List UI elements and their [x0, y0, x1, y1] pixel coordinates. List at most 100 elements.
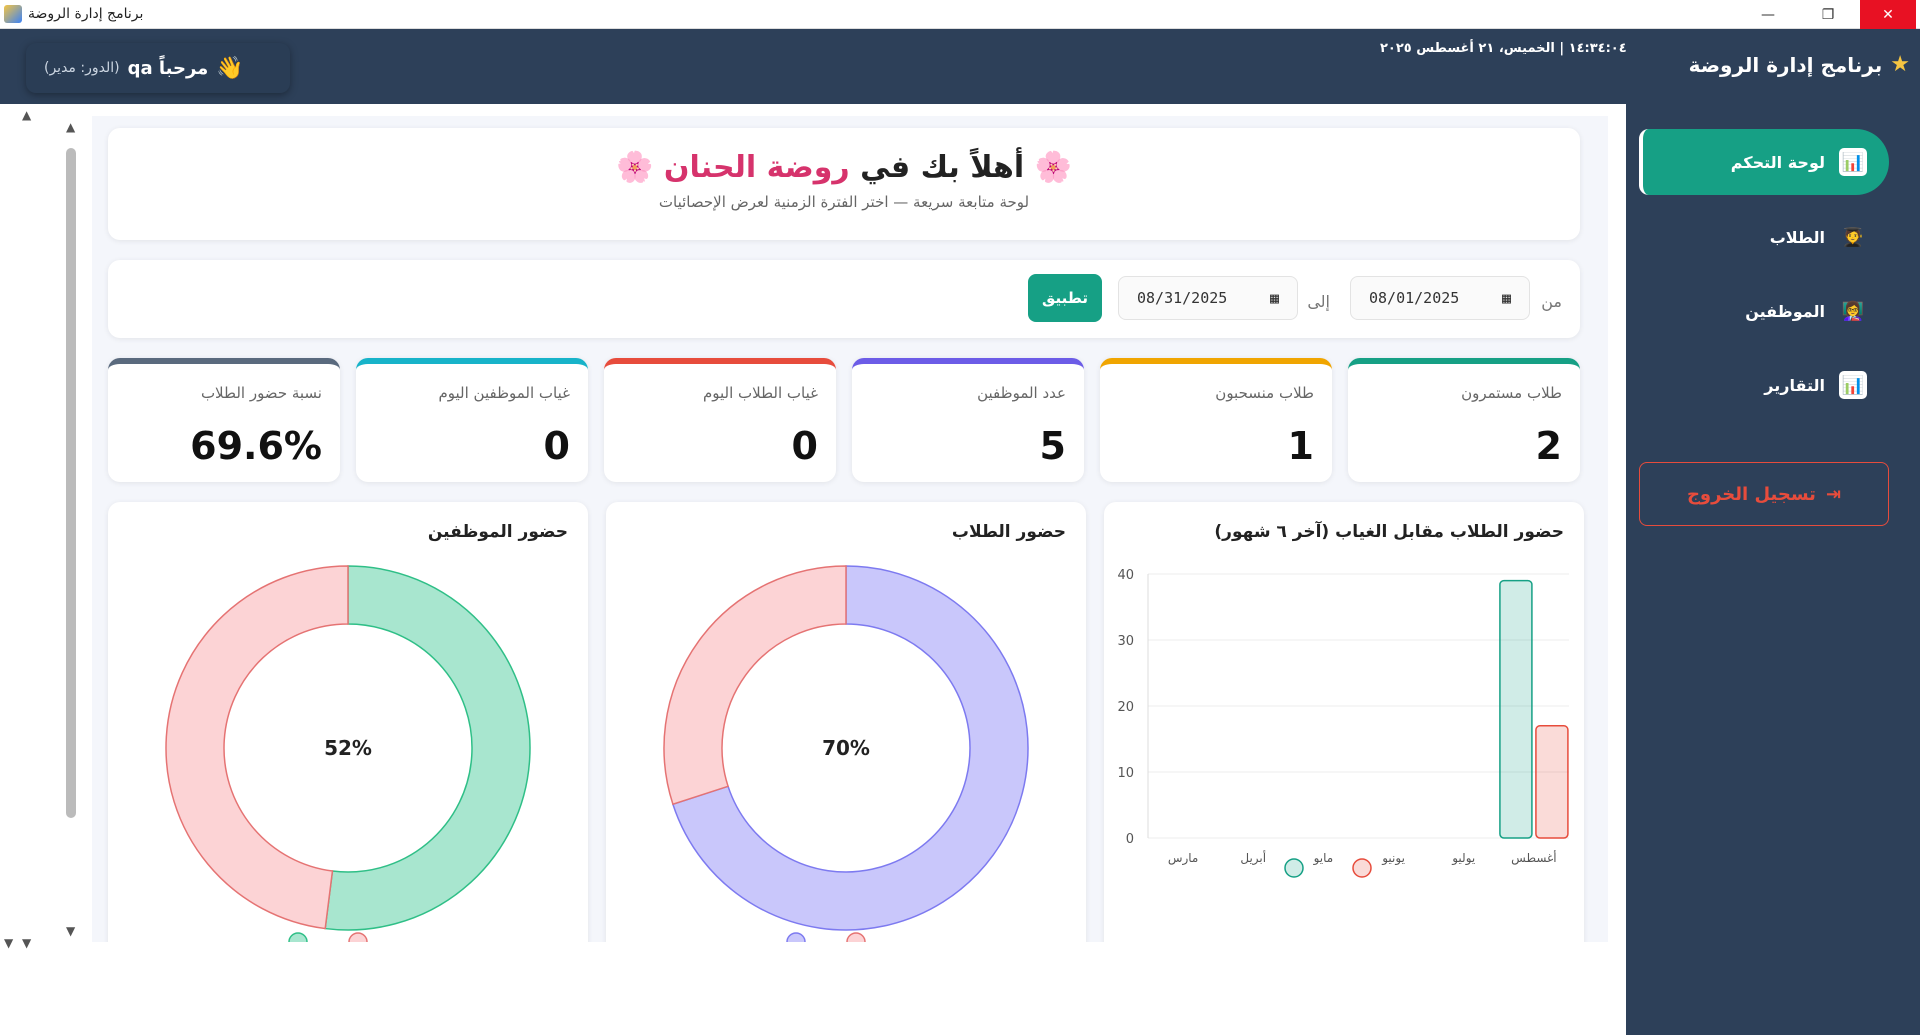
maximize-button[interactable]: ❐: [1821, 6, 1835, 23]
legend-swatch: [288, 932, 308, 942]
sidebar-item-dashboard[interactable]: 📊 لوحة التحكم: [1639, 129, 1889, 195]
scroll-down-icon[interactable]: ▼: [4, 936, 14, 950]
sidebar-item-label: الطلاب: [1769, 227, 1825, 247]
legend-swatch: [846, 932, 866, 942]
chart-title: حضور الطلاب: [951, 522, 1066, 542]
to-date-input[interactable]: 08/31/2025 ▦: [1118, 276, 1298, 320]
x-tick-label: مايو: [1313, 851, 1334, 866]
donut-slice: [324, 565, 531, 931]
logout-label: تسجيل الخروج: [1686, 483, 1816, 505]
stat-label: غياب الموظفين اليوم: [438, 384, 570, 402]
date-filter-bar: من 08/01/2025 ▦ إلى 08/31/2025 ▦ تطبيق: [108, 260, 1580, 338]
legend-swatch: [348, 932, 368, 942]
chart-title: حضور الطلاب مقابل الغياب (آخر ٦ شهور): [1214, 522, 1564, 542]
sidebar-item-label: التقارير: [1764, 375, 1825, 395]
stat-label: طلاب منسحبون: [1215, 384, 1314, 402]
scroll-up-icon[interactable]: ▲: [22, 108, 32, 122]
chart-title: حضور الموظفين: [427, 522, 568, 542]
top-header: 👋 مرحباً qa (الدور: مدير) ١٤:٣٤:٠٤ | الخ…: [0, 29, 1627, 104]
sidebar-item-staff[interactable]: 👩‍🏫 الموظفين: [1639, 278, 1889, 344]
stat-card-staff-count: عدد الموظفين 5: [852, 358, 1084, 482]
scroll-down-icon[interactable]: ▼: [66, 924, 76, 938]
sidebar-item-students[interactable]: 🧑‍🎓 الطلاب: [1639, 204, 1889, 270]
y-tick-label: 40: [1117, 568, 1134, 583]
teacher-icon: 👩‍🏫: [1841, 300, 1865, 322]
staff-attendance-panel: حضور الموظفين 52%: [108, 502, 588, 942]
greeting-text: مرحباً qa: [127, 57, 209, 79]
x-tick-label: يوليو: [1451, 851, 1475, 866]
from-date-value: 08/01/2025: [1369, 289, 1460, 307]
y-tick-label: 20: [1117, 700, 1134, 715]
page-title: 🌸 أهلاً بك في روضة الحنان 🌸: [108, 150, 1580, 185]
stat-label: طلاب مستمرون: [1461, 384, 1562, 402]
calendar-icon[interactable]: ▦: [1269, 289, 1279, 307]
sidebar: [1626, 29, 1920, 1035]
donut-slice: [663, 565, 847, 806]
y-tick-label: 30: [1117, 634, 1134, 649]
title-prefix: أهلاً بك في: [860, 150, 1025, 185]
stat-card-withdrawn-students: طلاب منسحبون 1: [1100, 358, 1332, 482]
app-icon: [4, 5, 22, 23]
y-tick-label: 10: [1117, 766, 1134, 781]
stat-value: 1: [1287, 424, 1314, 468]
stat-label: نسبة حضور الطلاب: [200, 384, 322, 402]
x-tick-label: أبريل: [1240, 850, 1266, 866]
sidebar-item-label: لوحة التحكم: [1730, 152, 1825, 172]
datetime-display: ١٤:٣٤:٠٤ | الخميس، ٢١ أغسطس ٢٠٢٥: [1380, 41, 1627, 56]
from-label: من: [1541, 292, 1562, 311]
student-icon: 🧑‍🎓: [1841, 226, 1865, 248]
welcome-badge: 👋 مرحباً qa (الدور: مدير): [26, 43, 290, 93]
logout-icon: ⇥: [1825, 483, 1842, 505]
to-date-value: 08/31/2025: [1137, 289, 1228, 307]
stat-card-student-absence: غياب الطلاب اليوم 0: [604, 358, 836, 482]
waving-hand-icon: 👋: [216, 55, 244, 81]
stat-value: 5: [1039, 424, 1066, 468]
center-label: 70%: [822, 736, 870, 760]
sidebar-item-label: الموظفين: [1745, 301, 1825, 321]
staff-donut-chart: 52%: [165, 565, 531, 942]
legend-swatch: [1284, 858, 1304, 878]
apply-button[interactable]: تطبيق: [1028, 274, 1102, 322]
flower-icon: 🌸: [1034, 150, 1072, 185]
page-subtitle: لوحة متابعة سريعة — اختر الفترة الزمنية …: [658, 193, 1030, 211]
kindergarten-name: روضة الحنان: [663, 150, 850, 185]
dashboard-content: 🌸 أهلاً بك في روضة الحنان 🌸 لوحة متابعة …: [92, 116, 1608, 942]
legend-swatch: [1352, 858, 1372, 878]
stat-card-staff-absence: غياب الموظفين اليوم 0: [356, 358, 588, 482]
chart-icon: 📊: [1839, 148, 1867, 176]
center-label: 52%: [324, 736, 372, 760]
x-tick-label: أغسطس: [1511, 850, 1556, 866]
flower-icon: 🌸: [616, 150, 654, 185]
bar-chart: 0 10 20 30 40 مارس أبريل مايو يونيو يوليو أغسطس: [1117, 568, 1569, 878]
logout-button[interactable]: ⇥ تسجيل الخروج: [1639, 462, 1889, 526]
x-tick-label: مارس: [1168, 851, 1199, 866]
close-button[interactable]: ✕: [1860, 0, 1916, 29]
vertical-scrollbar[interactable]: [66, 148, 76, 818]
calendar-icon[interactable]: ▦: [1501, 289, 1511, 307]
stat-value: 0: [543, 424, 570, 468]
welcome-card: 🌸 أهلاً بك في روضة الحنان 🌸 لوحة متابعة …: [108, 128, 1580, 240]
scroll-up-icon[interactable]: ▲: [66, 120, 76, 134]
chart-icon: 📊: [1839, 371, 1867, 399]
window-titlebar: برنامج إدارة الروضة — ❐ ✕: [0, 0, 1920, 29]
sidebar-item-reports[interactable]: 📊 التقارير: [1639, 352, 1889, 418]
y-tick-label: 0: [1126, 832, 1134, 847]
donut-slice: [671, 565, 1029, 931]
from-date-input[interactable]: 08/01/2025 ▦: [1350, 276, 1530, 320]
stat-label: عدد الموظفين: [977, 384, 1066, 402]
stat-value: 0: [791, 424, 818, 468]
donut-slice: [165, 565, 349, 930]
to-label: إلى: [1307, 292, 1330, 311]
minimize-button[interactable]: —: [1761, 6, 1775, 23]
attendance-bar-chart-panel: حضور الطلاب مقابل الغياب (آخر ٦ شهور) 0 1…: [1104, 502, 1584, 942]
x-tick-label: يونيو: [1381, 851, 1405, 866]
student-donut-chart: 70%: [663, 565, 1029, 942]
role-text: (الدور: مدير): [44, 60, 120, 76]
scroll-down-icon[interactable]: ▼: [22, 936, 32, 950]
legend-swatch: [786, 932, 806, 942]
brand-title: برنامج إدارة الروضة: [1688, 52, 1883, 77]
stat-value: 69.6%: [190, 424, 322, 468]
star-icon: ★: [1890, 52, 1910, 77]
bar: [1499, 579, 1533, 839]
